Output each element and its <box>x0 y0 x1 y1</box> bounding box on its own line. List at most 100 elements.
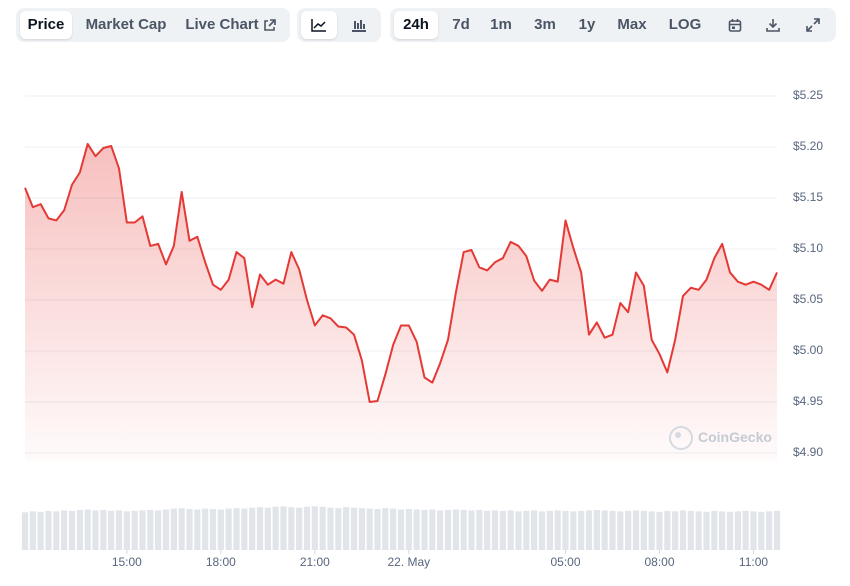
volume-bar <box>311 506 318 550</box>
volume-bar <box>186 509 193 550</box>
volume-bar <box>766 511 773 550</box>
volume-bar <box>538 511 546 550</box>
volume-bar <box>452 509 459 550</box>
volume-bar <box>343 507 350 550</box>
x-tick-label: 15:00 <box>112 555 142 569</box>
x-tick-label: 21:00 <box>300 555 330 569</box>
log-toggle[interactable]: LOG <box>668 16 702 33</box>
volume-bar <box>288 507 295 550</box>
volume-bar <box>750 511 757 550</box>
volume-bar <box>115 510 123 550</box>
volume-bar <box>703 511 710 550</box>
candle-chart-button[interactable] <box>341 11 377 39</box>
price-area <box>25 143 777 461</box>
volume-bar <box>687 510 694 550</box>
volume-bar <box>53 511 60 550</box>
volume-bar <box>460 509 467 550</box>
view-tab-group: Price Market Cap Live Chart <box>16 8 290 42</box>
volume-bar <box>162 509 170 550</box>
range-tab[interactable]: 7d <box>452 16 470 33</box>
volume-bar <box>625 510 632 550</box>
volume-bar <box>758 511 765 550</box>
view-tab[interactable]: Live Chart <box>185 16 259 33</box>
line-chart-button[interactable] <box>301 11 337 39</box>
volume-bar <box>178 508 185 550</box>
volume-bar <box>507 510 514 550</box>
volume-bar <box>773 510 781 550</box>
volume-bar <box>562 510 569 550</box>
calendar-button[interactable] <box>720 11 750 39</box>
volume-bar <box>546 510 553 550</box>
volume-bar <box>672 511 679 550</box>
volume-bar <box>280 506 287 550</box>
volume-bar <box>397 509 405 550</box>
volume-bar <box>170 508 177 550</box>
volume-bar <box>742 510 749 550</box>
volume-bar <box>632 510 640 550</box>
volume-bar <box>664 510 671 550</box>
volume-bar <box>76 509 83 550</box>
volume-bar <box>303 506 311 550</box>
volume-bar <box>413 509 420 550</box>
external-link-icon <box>264 19 276 31</box>
volume-bar <box>679 510 687 550</box>
volume-bar <box>366 508 373 550</box>
range-tab-group: 24h 7d 1m 3m 1y Max LOG <box>390 8 836 42</box>
volume-bar <box>68 510 76 550</box>
volume-bar <box>719 511 726 550</box>
volume-bar <box>249 507 256 550</box>
y-tick-label: $5.25 <box>793 88 823 102</box>
volume-bar <box>421 509 428 550</box>
range-tab[interactable]: 1m <box>490 16 512 33</box>
volume-bar <box>217 509 224 550</box>
download-icon <box>766 19 780 32</box>
x-tick-label: 11:00 <box>739 555 768 569</box>
volume-bar <box>617 511 624 550</box>
range-tab[interactable]: 24h <box>394 11 438 39</box>
range-tab[interactable]: 1y <box>578 16 596 33</box>
view-tab[interactable]: Price <box>20 11 72 39</box>
volume-bar <box>429 509 436 550</box>
range-tab[interactable]: Max <box>617 16 647 33</box>
volume-bar <box>499 510 506 550</box>
volume-bar <box>61 510 68 550</box>
download-button[interactable] <box>758 11 788 39</box>
volume-bar <box>648 511 655 550</box>
volume-bar <box>123 511 130 550</box>
range-tab[interactable]: 3m <box>534 16 556 33</box>
volume-bar <box>695 511 702 550</box>
fullscreen-button[interactable] <box>798 11 828 39</box>
volume-bar <box>155 510 162 550</box>
volume-bar <box>437 510 444 550</box>
volume-bar <box>131 510 138 550</box>
x-tick-label: 05:00 <box>550 555 580 569</box>
y-tick-label: $4.95 <box>793 394 823 408</box>
view-tab[interactable]: Market Cap <box>85 16 167 33</box>
volume-bar <box>390 508 397 550</box>
y-tick-label: $5.20 <box>793 139 823 153</box>
volume-bar <box>209 509 217 550</box>
volume-bar <box>531 510 538 550</box>
volume-bar <box>585 510 593 550</box>
volume-bar <box>734 511 741 550</box>
volume-bar <box>358 508 365 550</box>
volume-bar <box>100 509 107 550</box>
volume-bar <box>194 509 201 550</box>
volume-bar <box>272 506 279 550</box>
volume-bar <box>593 509 600 550</box>
y-tick-label: $5.10 <box>793 241 823 255</box>
calendar-icon <box>728 19 742 32</box>
y-tick-label: $5.15 <box>793 190 823 204</box>
volume-bar <box>570 511 577 550</box>
watermark: CoinGecko <box>668 424 772 451</box>
volume-bar <box>319 506 326 550</box>
volume-bar <box>405 509 412 550</box>
chart-type-group <box>297 8 381 42</box>
x-tick-label: 22. May <box>387 555 430 569</box>
volume-bar <box>711 510 718 550</box>
volume-bar <box>84 509 91 550</box>
volume-bar <box>241 508 248 550</box>
volume-bar <box>37 511 44 550</box>
expand-icon <box>806 18 820 32</box>
